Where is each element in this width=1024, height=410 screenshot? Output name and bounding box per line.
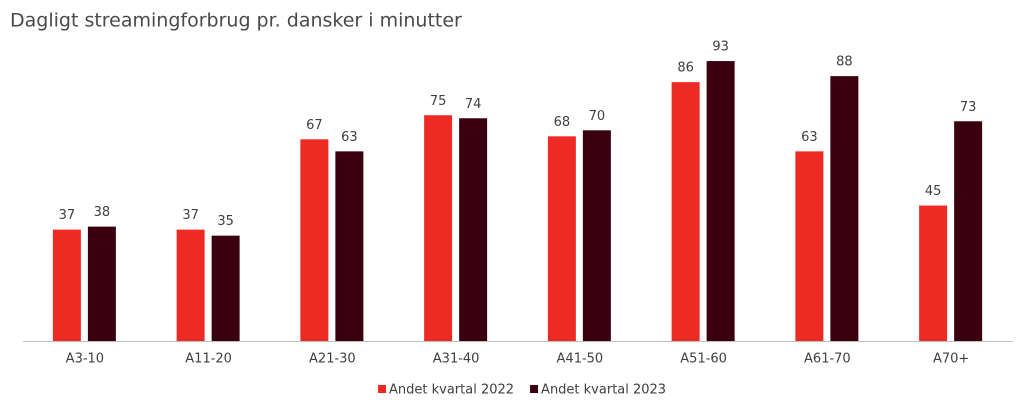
x-tick-label: A41-50 [557, 352, 604, 367]
value-label: 37 [182, 208, 199, 223]
x-tick-label: A21-30 [309, 352, 356, 367]
value-label: 73 [960, 100, 977, 115]
value-label: 93 [712, 40, 729, 55]
bar [954, 121, 983, 342]
x-tick-label: A51-60 [680, 352, 727, 367]
legend-swatch [378, 385, 386, 393]
value-label: 74 [465, 97, 482, 112]
value-label: 63 [341, 130, 358, 145]
chart-title: Dagligt streamingforbrug pr. dansker i m… [10, 10, 462, 32]
value-label: 63 [801, 130, 818, 145]
x-tick-label: A11-20 [185, 352, 232, 367]
bar [424, 115, 453, 341]
x-tick-label: A70+ [933, 352, 969, 367]
legend-label: Andet kvartal 2023 [541, 383, 666, 398]
value-label: 38 [94, 205, 111, 220]
bar [582, 130, 611, 341]
legend-label: Andet kvartal 2022 [389, 383, 514, 398]
value-label: 88 [836, 55, 853, 70]
bar [176, 229, 205, 341]
bar [547, 136, 576, 341]
bar [87, 226, 116, 341]
bar [335, 151, 364, 341]
bar [671, 82, 700, 341]
value-label: 37 [59, 208, 76, 223]
value-label: 68 [554, 115, 571, 130]
bar [795, 151, 824, 341]
value-label: 45 [925, 184, 942, 199]
x-tick-label: A61-70 [804, 352, 851, 367]
bar [830, 76, 859, 342]
value-label: 86 [677, 61, 694, 76]
value-label: 75 [430, 94, 447, 109]
bar [52, 229, 81, 341]
bar [919, 205, 948, 341]
bar [706, 61, 735, 341]
x-tick-label: A3-10 [66, 352, 104, 367]
legend-swatch [530, 385, 539, 393]
value-label: 35 [217, 214, 234, 229]
bar [300, 139, 329, 341]
bar [211, 235, 240, 341]
value-label: 67 [306, 118, 323, 133]
x-tick-label: A31-40 [433, 352, 480, 367]
value-label: 70 [589, 109, 606, 124]
bar [459, 118, 488, 341]
